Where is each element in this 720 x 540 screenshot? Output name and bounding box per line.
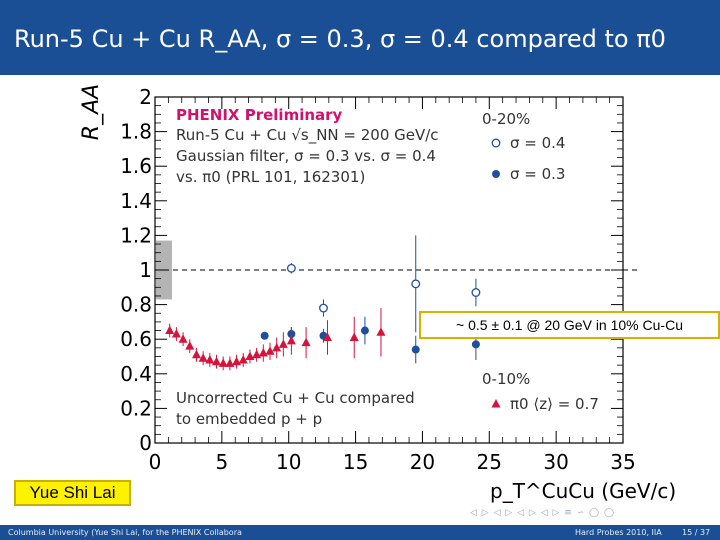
data-point <box>278 339 288 348</box>
centrality-label-0-10: 0-10% <box>482 370 530 388</box>
run-energy-label: Run-5 Cu + Cu √s_NN = 200 GeV/c <box>176 126 439 145</box>
centrality-label-0-20: 0-20% <box>482 110 530 128</box>
data-point <box>225 358 235 367</box>
x-tick-label: 0 <box>149 450 162 474</box>
annotation-box: ~ 0.5 ± 0.1 @ 20 GeV in 10% Cu-Cu <box>419 311 720 339</box>
data-point <box>260 331 269 340</box>
y-axis-label: R_AA <box>79 84 104 140</box>
footer-bar: Columbia University (Yue Shi Lai, for th… <box>0 525 720 540</box>
legend-label: σ = 0.3 <box>510 165 565 183</box>
title-bar <box>0 0 720 75</box>
footer-right: 15 / 37 <box>682 528 711 537</box>
footer-left: Columbia University (Yue Shi Lai, for th… <box>8 528 242 537</box>
legend-label: σ = 0.4 <box>510 134 565 152</box>
legend-marker <box>491 399 501 408</box>
reference-label: vs. π0 (PRL 101, 162301) <box>176 168 365 186</box>
data-point <box>238 354 248 364</box>
beamer-navigation[interactable]: ◁ ▷ ◁ ▷ ◁ ▷ ◁ ▷ ≡ ∽ ◯ ◯ <box>470 508 616 518</box>
data-point <box>258 348 268 357</box>
x-axis-label: p_T^CuCu (GeV/c) <box>490 479 676 503</box>
x-tick-label: 25 <box>477 450 502 474</box>
filter-label: Gaussian filter, σ = 0.3 vs. σ = 0.4 <box>176 147 436 165</box>
data-point <box>319 303 328 313</box>
data-point <box>198 353 208 362</box>
footer-center: Hard Probes 2010, IIA <box>575 528 662 537</box>
x-tick-label: 10 <box>276 450 301 474</box>
x-tick-label: 30 <box>543 450 568 474</box>
data-point <box>286 263 296 273</box>
data-point <box>349 332 359 341</box>
y-tick-label: 1.2 <box>120 223 152 247</box>
x-tick-label: 35 <box>610 450 635 474</box>
y-tick-label: 1 <box>139 258 152 282</box>
phenix-label: PHENIX Preliminary <box>176 106 343 124</box>
y-tick-label: 1.8 <box>120 120 152 144</box>
data-point <box>232 356 242 366</box>
slide-title-text: Run-5 Cu + Cu R_AA, σ = 0.3, σ = 0.4 com… <box>14 25 666 53</box>
data-point <box>252 349 262 359</box>
presenter-name: Yue Shi Lai <box>29 483 116 502</box>
y-tick-label: 0.6 <box>120 327 152 351</box>
y-tick-label: 0.4 <box>120 362 152 386</box>
data-point <box>411 345 420 354</box>
data-point <box>218 358 228 367</box>
data-point <box>165 325 175 335</box>
legend-marker <box>491 138 501 148</box>
data-point <box>301 337 311 347</box>
x-tick-label: 15 <box>343 450 368 474</box>
data-point <box>245 351 255 360</box>
data-point <box>265 346 275 355</box>
data-point <box>191 349 201 359</box>
data-point <box>171 329 181 338</box>
x-tick-label: 5 <box>215 450 228 474</box>
slide-title: Run-5 Cu + Cu R_AA, σ = 0.3, σ = 0.4 com… <box>14 25 666 53</box>
data-point <box>272 342 282 352</box>
chart-area: 00.20.40.60.811.21.41.61.820 5 10 15 20 25 30 3… <box>79 84 676 503</box>
y-tick-label: 2 <box>139 85 152 109</box>
y-tick-label: 0.2 <box>120 396 152 420</box>
y-tick-label: 0.8 <box>120 293 152 317</box>
y-tick-label: 1.6 <box>120 154 152 178</box>
data-point <box>360 326 369 335</box>
data-point <box>471 340 480 349</box>
data-point <box>286 335 296 345</box>
presenter-label: Yue Shi Lai <box>14 480 131 506</box>
y-tick-label: 1.4 <box>120 189 152 213</box>
legend-marker <box>492 170 500 178</box>
x-tick-label: 20 <box>410 450 435 474</box>
data-point <box>471 288 481 297</box>
y-tick-label: 0 <box>139 431 152 455</box>
data-point <box>376 327 386 336</box>
note-line-1: Uncorrected Cu + Cu compared <box>176 389 415 407</box>
data-point <box>205 354 215 364</box>
chart-layer: 00.20.40.60.811.21.41.61.820 5 10 15 20 25 30 3… <box>79 84 676 503</box>
note-line-2: to embedded p + p <box>176 410 322 428</box>
data-point <box>178 334 188 343</box>
legend-label: π0 ⟨z⟩ = 0.7 <box>510 395 599 413</box>
data-point <box>411 279 421 289</box>
annotation-text: ~ 0.5 ± 0.1 @ 20 GeV in 10% Cu-Cu <box>456 317 683 333</box>
data-point <box>185 341 195 350</box>
data-point <box>212 356 222 366</box>
data-point <box>322 332 332 341</box>
